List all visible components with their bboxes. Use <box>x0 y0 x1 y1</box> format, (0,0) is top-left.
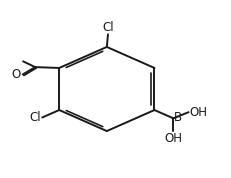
Text: O: O <box>12 68 21 81</box>
Text: B: B <box>173 111 182 124</box>
Text: Cl: Cl <box>29 111 41 124</box>
Text: OH: OH <box>164 132 182 145</box>
Text: Cl: Cl <box>102 21 113 34</box>
Text: OH: OH <box>188 106 206 119</box>
